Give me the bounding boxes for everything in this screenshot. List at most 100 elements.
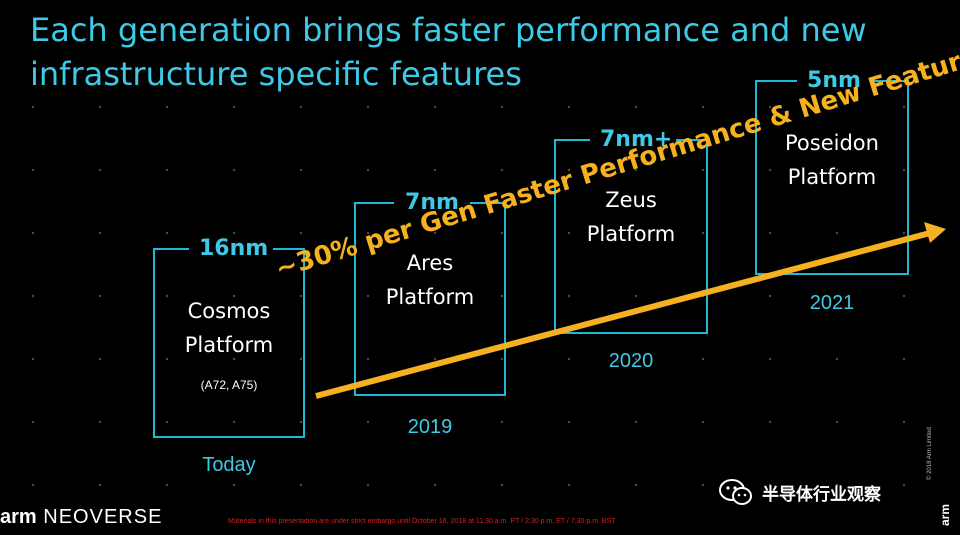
grid-dot — [634, 483, 638, 487]
grid-dot — [500, 105, 504, 109]
grid-dot — [98, 168, 102, 172]
grid-dot — [701, 483, 705, 487]
grid-dot — [768, 231, 772, 235]
process-node-label: 5nm — [797, 67, 871, 95]
grid-dot — [433, 231, 437, 235]
wechat-icon — [719, 479, 752, 505]
grid-dot — [500, 483, 504, 487]
slide-title: Each generation brings faster performanc… — [30, 11, 867, 93]
platform-year-zeus: 2020 — [608, 350, 654, 372]
grid-dot — [701, 231, 705, 235]
grid-dot — [31, 420, 35, 424]
grid-dot — [567, 420, 571, 424]
grid-dot — [902, 357, 906, 361]
grid-dot — [634, 168, 638, 172]
grid-dot — [500, 231, 504, 235]
grid-dot — [165, 294, 169, 298]
platform-name-line2: Platform — [385, 285, 475, 309]
platform-year-ares: 2019 — [407, 416, 453, 438]
grid-dot — [768, 105, 772, 109]
grid-dot — [902, 420, 906, 424]
grid-dot — [98, 483, 102, 487]
grid-dot — [232, 168, 236, 172]
grid-dot — [500, 168, 504, 172]
grid-dot — [433, 105, 437, 109]
copyright-notice: © 2018 Arm Limited — [927, 427, 933, 480]
grid-dot — [165, 420, 169, 424]
grid-dot — [299, 357, 303, 361]
grid-dot — [299, 294, 303, 298]
grid-dot — [366, 483, 370, 487]
grid-dot — [232, 105, 236, 109]
grid-dot — [232, 231, 236, 235]
grid-dot — [299, 231, 303, 235]
process-node-label: 7nm — [394, 189, 470, 217]
grid-dot — [299, 483, 303, 487]
grid-dot — [835, 231, 839, 235]
platform-card-ares: 7nm Ares Platform — [354, 189, 506, 396]
grid-dot — [433, 420, 437, 424]
grid-dot — [366, 357, 370, 361]
grid-dot — [567, 483, 571, 487]
grid-dot — [31, 231, 35, 235]
grid-dot — [165, 168, 169, 172]
grid-dot — [31, 483, 35, 487]
grid-dot — [165, 105, 169, 109]
grid-dot — [902, 105, 906, 109]
grid-dot — [634, 420, 638, 424]
platform-card-zeus: 7nm+ Zeus Platform — [554, 126, 708, 334]
grid-dot — [835, 483, 839, 487]
platform-name-line1: Zeus — [605, 188, 657, 212]
grid-dot — [366, 420, 370, 424]
grid-dot — [500, 420, 504, 424]
grid-dot — [634, 357, 638, 361]
grid-dot — [902, 168, 906, 172]
grid-dot — [567, 105, 571, 109]
grid-dot — [768, 357, 772, 361]
grid-dot — [98, 294, 102, 298]
grid-dot — [835, 294, 839, 298]
grid-dot — [567, 294, 571, 298]
grid-dot — [232, 483, 236, 487]
grid-dot — [299, 105, 303, 109]
core-list: (A72, A75) — [200, 378, 258, 392]
grid-dot — [31, 357, 35, 361]
grid-dot — [98, 357, 102, 361]
grid-dot — [299, 420, 303, 424]
grid-dot — [701, 420, 705, 424]
platform-year-poseidon: 2021 — [809, 292, 855, 314]
grid-dot — [366, 294, 370, 298]
grid-dot — [500, 294, 504, 298]
grid-dot — [902, 483, 906, 487]
grid-dot — [567, 357, 571, 361]
grid-dot — [701, 168, 705, 172]
wechat-watermark: 半导体行业观察 — [718, 478, 881, 506]
grid-dot — [701, 105, 705, 109]
grid-dot — [433, 168, 437, 172]
grid-dot — [165, 231, 169, 235]
grid-dot — [768, 420, 772, 424]
grid-dot — [366, 231, 370, 235]
arm-wordmark: arm — [0, 506, 37, 528]
platform-card-cosmos: 16nm Cosmos Platform (A72, A75) — [153, 235, 305, 438]
process-node-label: 7nm+ — [590, 126, 676, 154]
platform-name-line1: Poseidon — [785, 131, 879, 155]
grid-dot — [634, 231, 638, 235]
grid-dot — [165, 483, 169, 487]
grid-dot — [433, 483, 437, 487]
grid-dot — [31, 105, 35, 109]
grid-dot — [299, 168, 303, 172]
grid-dot — [98, 420, 102, 424]
grid-dot — [567, 231, 571, 235]
grid-dot — [634, 105, 638, 109]
grid-dot — [768, 168, 772, 172]
grid-dot — [902, 294, 906, 298]
grid-dot — [433, 357, 437, 361]
grid-dot — [634, 294, 638, 298]
grid-dot — [232, 294, 236, 298]
grid-dot — [31, 168, 35, 172]
grid-dot — [768, 483, 772, 487]
grid-dot — [165, 357, 169, 361]
